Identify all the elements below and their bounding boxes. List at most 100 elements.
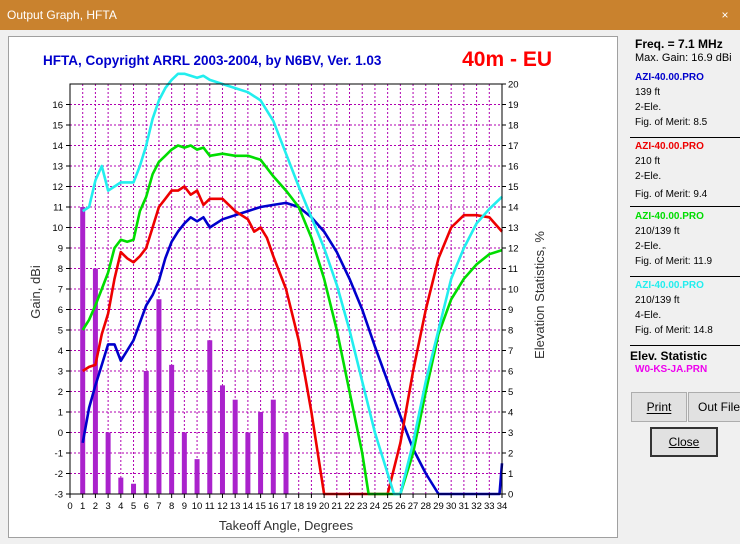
antenna-height: 210/139 ft [635,295,680,306]
x-axis-label: Takeoff Angle, Degrees [219,518,354,533]
antenna-entry: AZI-40.00.PRO 210/139 ft 2-Ele. Fig. of … [630,211,740,273]
y2-tick-label: 11 [508,264,518,275]
y2-tick-label: 0 [508,490,513,501]
elevation-bar [118,477,124,494]
title-bar: Output Graph, HFTA × [0,0,740,30]
x-tick-label: 2 [93,501,98,512]
close-label: Close [668,435,700,449]
elevation-bar [131,483,137,494]
x-tick-label: 16 [268,501,279,512]
y2-tick-label: 14 [508,203,519,214]
y-tick-label: 0 [58,428,63,439]
x-tick-label: 34 [497,501,508,512]
y2-tick-label: 13 [508,223,519,234]
x-tick-label: 18 [293,501,304,512]
y2-tick-label: 4 [508,408,513,419]
x-tick-label: 26 [395,501,406,512]
x-tick-label: 11 [205,501,215,512]
y-tick-label: -1 [55,449,63,460]
y-tick-label: 4 [58,346,63,357]
antenna-type: 2-Ele. [635,102,662,113]
window-title: Output Graph, HFTA [7,8,117,22]
divider [630,206,740,207]
x-tick-label: 12 [217,501,228,512]
y2-tick-label: 12 [508,244,519,255]
x-tick-label: 15 [255,501,266,512]
y2-tick-label: 5 [508,387,513,398]
y-tick-label: -3 [55,490,63,501]
elevation-bar [181,432,187,494]
close-button[interactable]: Close [650,427,718,457]
y-tick-label: 9 [58,244,63,255]
antenna-type: 2-Ele. [635,241,662,252]
chart-title: HFTA, Copyright ARRL 2003-2004, by N6BV,… [43,53,382,68]
x-tick-label: 8 [169,501,174,512]
y2-tick-label: 8 [508,326,513,337]
elevation-bar [245,432,251,494]
close-window-icon[interactable]: × [721,8,729,22]
y2-tick-label: 9 [508,305,513,316]
divider [630,276,740,277]
x-tick-label: 1 [80,501,85,512]
y-tick-label: 13 [52,162,63,173]
x-tick-label: 7 [156,501,161,512]
figure-of-merit: Fig. of Merit: 11.9 [635,256,713,267]
antenna-height: 139 ft [635,87,661,98]
band-label: 40m - EU [462,48,552,71]
y2-tick-label: 15 [508,182,519,193]
x-tick-label: 28 [420,501,431,512]
y-tick-label: 11 [53,203,63,214]
chart-panel: HFTA, Copyright ARRL 2003-2004, by N6BV,… [8,36,618,538]
elevation-heading: Elev. Statistic [630,349,708,363]
x-tick-label: 24 [370,501,381,512]
y-tick-label: 5 [58,326,63,337]
series-line [81,185,503,496]
print-label: Print [646,400,672,414]
x-tick-label: 27 [408,501,419,512]
elevation-bar [194,459,200,494]
elevation-file: W0-KS-JA.PRN [635,364,708,375]
y2-tick-label: 19 [508,100,519,111]
y2-tick-label: 3 [508,428,513,439]
x-tick-label: 23 [357,501,368,512]
y-tick-label: 7 [58,285,63,296]
series-line [81,144,503,496]
y2-tick-label: 16 [508,162,519,173]
output-graph: HFTA, Copyright ARRL 2003-2004, by N6BV,… [28,48,552,533]
x-tick-label: 30 [446,501,457,512]
elevation-bar [283,432,289,494]
elevation-bar [143,371,149,494]
divider [630,345,740,346]
elevation-bar [80,207,86,494]
antenna-type: 4-Ele. [635,310,662,321]
series-line [81,72,503,496]
y2-tick-label: 18 [508,121,519,132]
x-tick-label: 31 [459,501,470,512]
y-tick-label: 16 [52,100,63,111]
series-line [81,201,504,496]
antenna-type: 2-Ele. [635,171,662,182]
x-tick-label: 22 [344,501,355,512]
figure-of-merit: Fig. of Merit: 9.4 [635,189,708,200]
x-tick-label: 5 [131,501,136,512]
x-tick-label: 9 [182,501,187,512]
antenna-name: AZI-40.00.PRO [635,211,704,222]
elevation-bar [169,364,175,494]
x-tick-label: 13 [230,501,241,512]
y2-tick-label: 17 [508,141,519,152]
y-axis-label: Gain, dBi [28,265,43,319]
x-tick-label: 0 [67,501,72,512]
y2-tick-label: 2 [508,449,513,460]
y2-tick-label: 1 [508,469,513,480]
out-file-button[interactable]: Out File [688,392,740,422]
y2-axis-label: Elevation Statistics, % [532,231,547,359]
print-button[interactable]: Print [631,392,687,422]
y2-tick-label: 7 [508,346,513,357]
elevation-bar [156,299,162,494]
y-tick-label: 14 [52,141,63,152]
antenna-entry: AZI-40.00.PRO 210 ft 2-Ele. Fig. of Meri… [630,141,740,203]
y2-tick-label: 6 [508,367,513,378]
antenna-name: AZI-40.00.PRO [635,72,704,83]
